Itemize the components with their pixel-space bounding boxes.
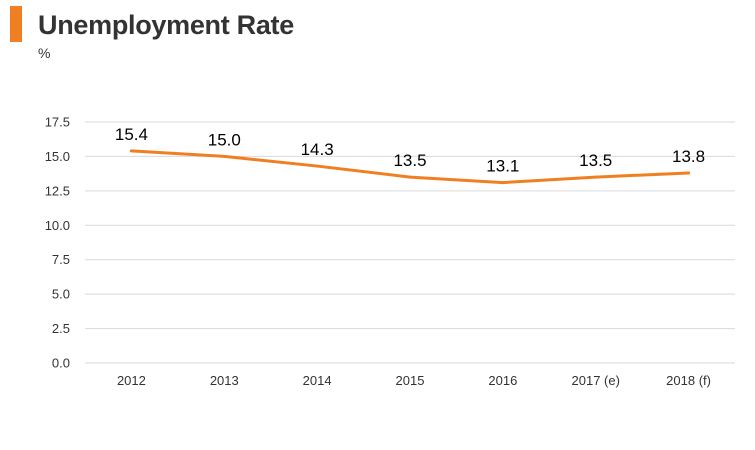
- x-axis-ticks: 2012 2013 2014 2015 2016 2017 (e) 2018 (f): [117, 373, 711, 388]
- data-label: 13.5: [393, 151, 426, 170]
- data-label: 15.4: [115, 125, 148, 144]
- data-point: [501, 181, 505, 185]
- x-tick-label: 2016: [488, 373, 517, 388]
- data-point: [222, 154, 226, 158]
- x-tick-label: 2018 (f): [666, 373, 711, 388]
- x-tick-label: 2017 (e): [572, 373, 620, 388]
- x-tick-label: 2014: [303, 373, 332, 388]
- x-tick-label: 2012: [117, 373, 146, 388]
- x-tick-label: 2015: [396, 373, 425, 388]
- data-point: [129, 149, 133, 153]
- data-point: [315, 164, 319, 168]
- chart-title: Unemployment Rate: [38, 10, 294, 40]
- data-label: 13.1: [486, 157, 519, 176]
- gridlines: [85, 121, 735, 364]
- y-tick-label: 5.0: [52, 287, 70, 302]
- y-tick-label: 2.5: [52, 321, 70, 336]
- data-labels: 15.4 15.0 14.3 13.5 13.1 13.5 13.8: [115, 125, 705, 176]
- title-accent-bar: [10, 6, 22, 42]
- data-label: 15.0: [208, 130, 241, 149]
- data-point: [594, 175, 598, 179]
- data-label: 13.5: [579, 151, 612, 170]
- y-tick-label: 12.5: [45, 183, 70, 198]
- x-tick-label: 2013: [210, 373, 239, 388]
- series-line-group: [129, 149, 691, 185]
- data-label: 13.8: [672, 147, 705, 166]
- y-tick-label: 7.5: [52, 252, 70, 267]
- data-point: [687, 171, 691, 175]
- data-label: 14.3: [301, 140, 334, 159]
- y-axis-ticks: 0.0 2.5 5.0 7.5 10.0 12.5 15.0 17.5: [45, 115, 70, 371]
- unit-label: %: [38, 45, 51, 61]
- y-tick-label: 17.5: [45, 115, 70, 130]
- data-point: [408, 175, 412, 179]
- y-tick-label: 0.0: [52, 356, 70, 371]
- y-tick-label: 15.0: [45, 149, 70, 164]
- y-tick-label: 10.0: [45, 218, 70, 233]
